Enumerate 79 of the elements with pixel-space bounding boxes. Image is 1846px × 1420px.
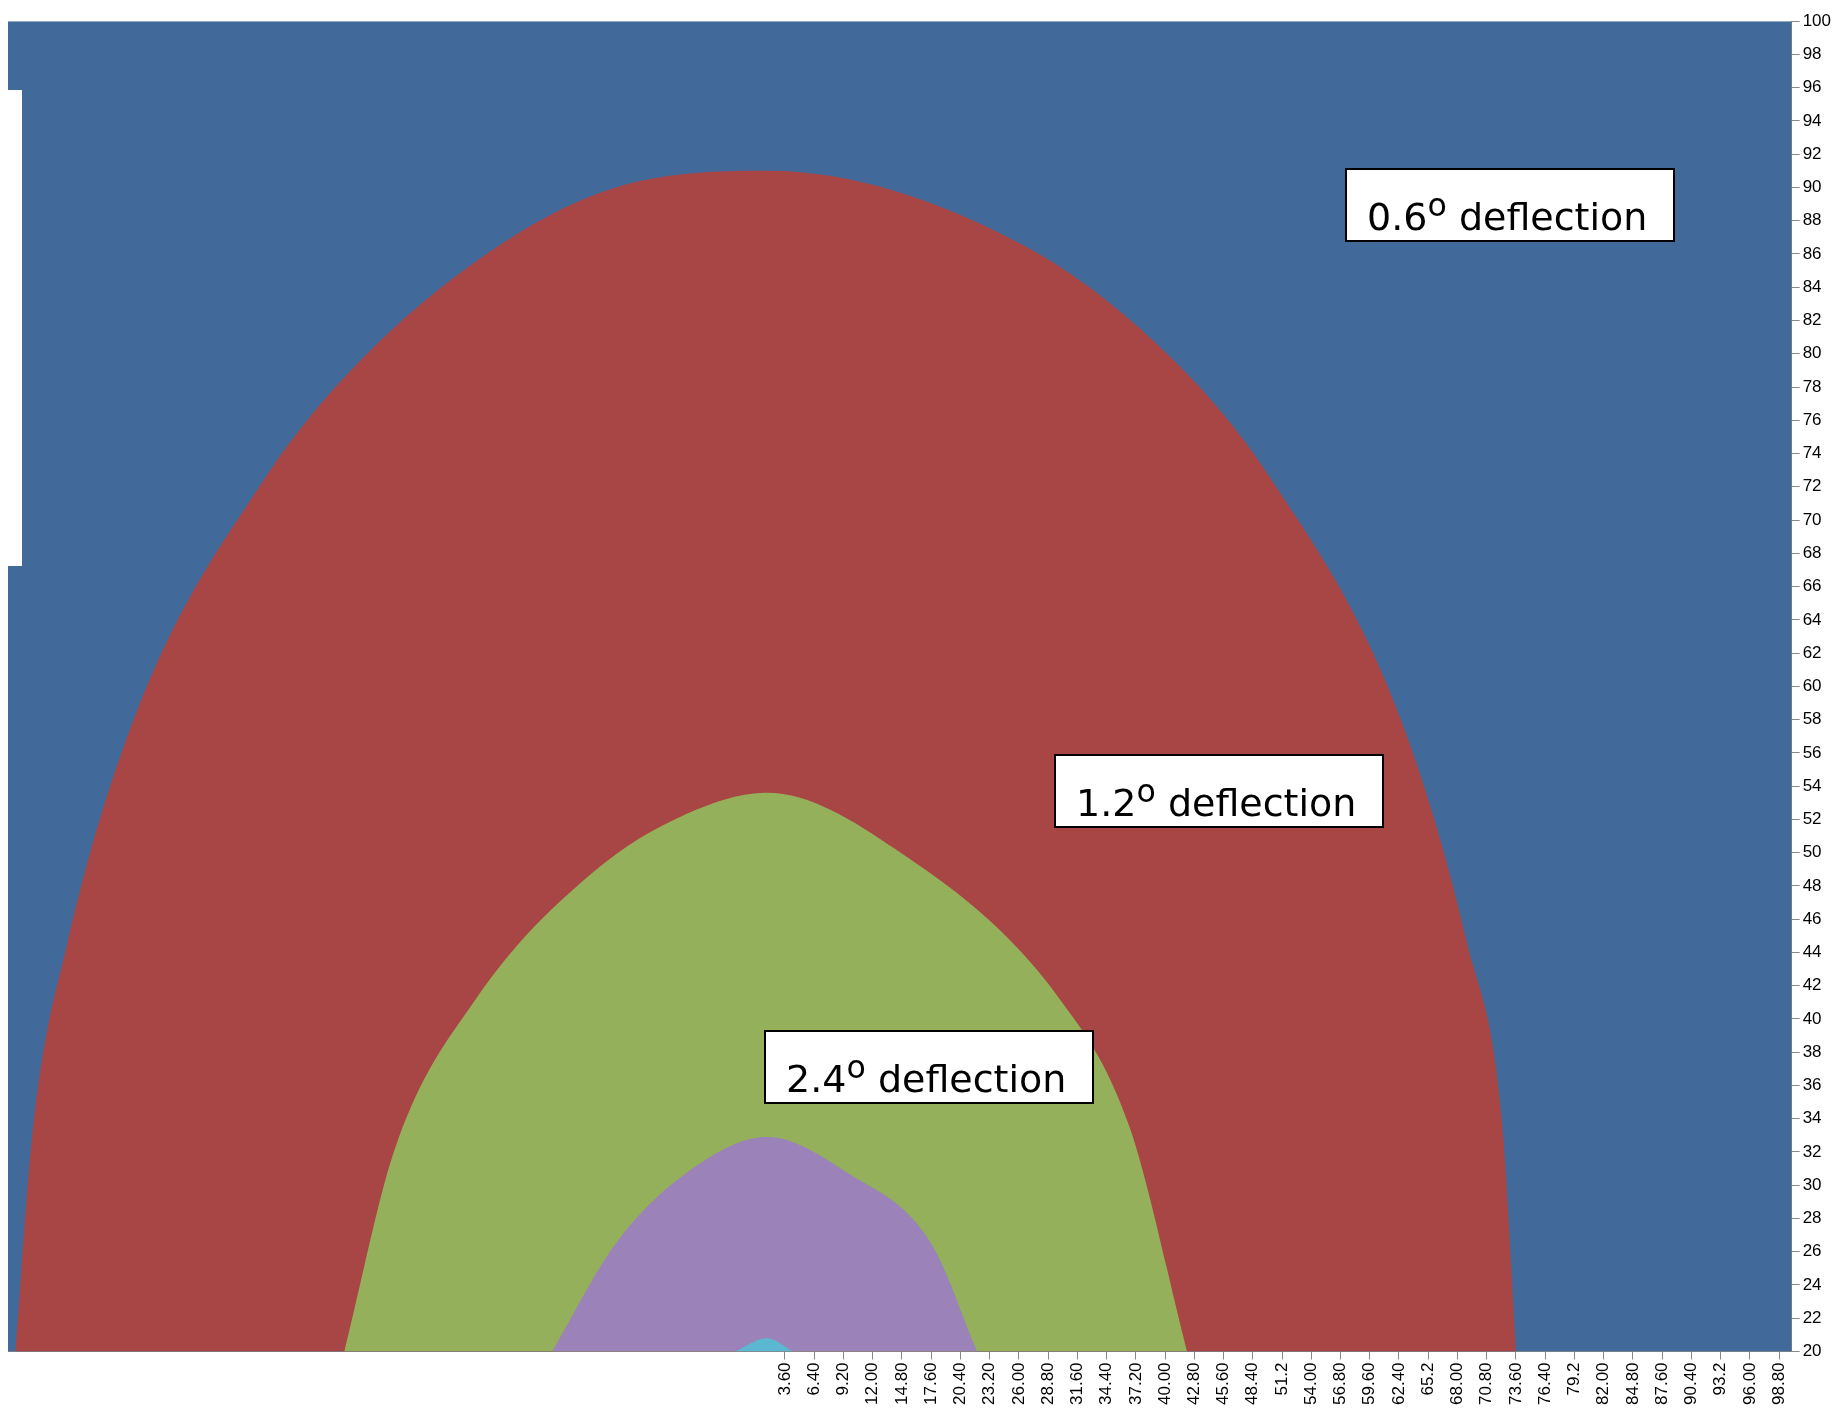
annotation: 0.6$^{o}$ deflection [1345,168,1675,242]
y-tick-label: 52 [1802,809,1822,829]
y-tick-label: 24 [1802,1274,1822,1294]
y-tick-label: 40 [1802,1008,1822,1028]
y-tick-label: 98 [1802,44,1822,64]
x-tick-label: 12.00 [862,1362,882,1406]
y-tick-label: 94 [1802,110,1822,130]
y-tick-label: 82 [1802,310,1822,330]
x-tick-label: 6.40 [803,1362,823,1396]
y-tick-label: 100 [1802,10,1832,30]
y-tick-label: 60 [1802,676,1822,696]
y-tick-label: 46 [1802,908,1822,928]
x-tick-label: 48.40 [1242,1362,1262,1406]
x-tick-label: 51.2 [1271,1362,1291,1396]
x-tick-label: 90.40 [1681,1362,1701,1406]
y-tick-label: 48 [1802,875,1822,895]
x-tick-label: 54.00 [1300,1362,1320,1406]
x-tick-label: 20.40 [950,1362,970,1406]
y-tick-label: 36 [1802,1075,1822,1095]
x-tick-label: 62.40 [1388,1362,1408,1406]
x-tick-label: 14.80 [891,1362,911,1406]
annotation: 2.4$^{o}$ deflection [764,1030,1094,1104]
y-tick-label: 88 [1802,210,1822,230]
y-tick-label: 62 [1802,642,1822,662]
y-tick-label: 68 [1802,542,1822,562]
y-tick-label: 32 [1802,1141,1822,1161]
x-tick-label: 34.40 [1096,1362,1116,1406]
x-tick-label: 82.00 [1593,1362,1613,1406]
y-tick-label: 96 [1802,77,1822,97]
y-tick-label: 86 [1802,243,1822,263]
y-tick-label: 78 [1802,376,1822,396]
x-tick-label: 98.80 [1768,1362,1788,1406]
x-tick-label: 28.80 [1037,1362,1057,1406]
y-tick-label: 76 [1802,409,1822,429]
y-tick-label: 74 [1802,443,1822,463]
y-tick-label: 22 [1802,1307,1822,1327]
x-tick-label: 79.2 [1564,1362,1584,1396]
x-tick-label: 37.20 [1125,1362,1145,1406]
x-tick-label: 87.60 [1651,1362,1671,1406]
y-tick-label: 38 [1802,1041,1822,1061]
x-tick-label: 93.2 [1710,1362,1730,1396]
x-tick-label: 45.60 [1213,1362,1233,1406]
y-tick-label: 44 [1802,942,1822,962]
y-tick-label: 64 [1802,609,1822,629]
x-tick-label: 59.60 [1359,1362,1379,1406]
x-tick-label: 96.00 [1739,1362,1759,1406]
x-tick-label: 17.60 [920,1362,940,1406]
x-tick-label: 68.00 [1447,1362,1467,1406]
y-tick-label: 54 [1802,775,1822,795]
annotation: 1.2$^{o}$ deflection [1054,754,1384,828]
y-tick-label: 56 [1802,742,1822,762]
y-tick-label: 42 [1802,975,1822,995]
y-tick-label: 80 [1802,343,1822,363]
y-tick-label: 34 [1802,1108,1822,1128]
x-tick-label: 9.20 [833,1362,853,1396]
x-tick-label: 65.2 [1417,1362,1437,1396]
y-tick-label: 66 [1802,576,1822,596]
x-tick-label: 70.80 [1476,1362,1496,1406]
y-tick-label: 20 [1802,1341,1822,1361]
x-tick-label: 40.00 [1154,1362,1174,1406]
y-tick-label: 70 [1802,509,1822,529]
y-tick-label: 84 [1802,276,1822,296]
x-tick-label: 31.60 [1067,1362,1087,1406]
y-tick-label: 28 [1802,1208,1822,1228]
x-tick-label: 3.60 [774,1362,794,1396]
x-tick-label: 84.80 [1622,1362,1642,1406]
x-tick-label: 42.80 [1183,1362,1203,1406]
y-tick-label: 30 [1802,1174,1822,1194]
x-tick-label: 76.40 [1534,1362,1554,1406]
y-tick-label: 90 [1802,177,1822,197]
x-tick-label: 23.20 [979,1362,999,1406]
x-tick-label: 26.00 [1008,1362,1028,1406]
y-tick-label: 26 [1802,1241,1822,1261]
y-tick-label: 50 [1802,842,1822,862]
y-tick-label: 58 [1802,709,1822,729]
x-tick-label: 73.60 [1505,1362,1525,1406]
x-tick-label: 56.80 [1330,1362,1350,1406]
y-tick-label: 72 [1802,476,1822,496]
y-tick-label: 92 [1802,143,1822,163]
